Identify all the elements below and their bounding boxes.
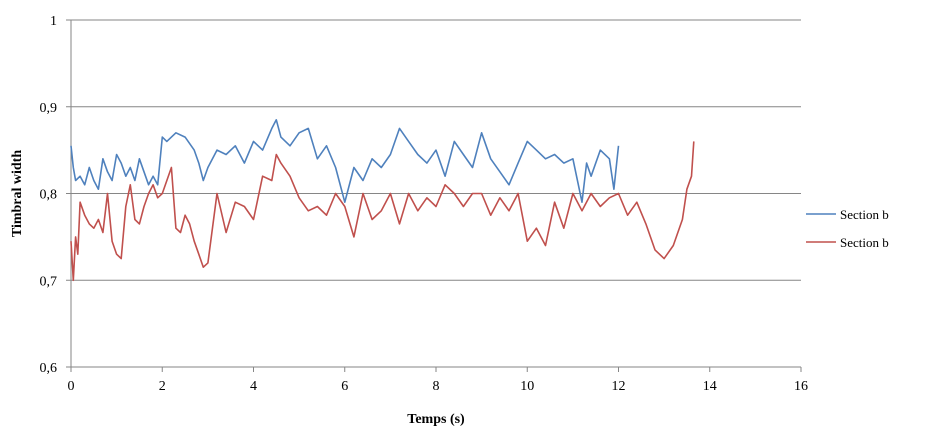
x-tick-label-0: 0 xyxy=(68,379,75,394)
legend: Section b Section b xyxy=(806,207,889,250)
x-tick-label-5: 10 xyxy=(520,379,534,394)
y-axis-title: Timbral width xyxy=(10,150,25,237)
y-tick-label-4: 1 xyxy=(50,14,57,29)
x-tick-labels: 0 2 4 6 8 10 12 14 16 xyxy=(68,367,808,394)
y-tick-labels: 0,6 0,7 0,8 0,9 1 xyxy=(40,14,71,376)
series-lines xyxy=(70,119,695,282)
x-tick-label-1: 2 xyxy=(159,379,166,394)
x-tick-label-4: 8 xyxy=(433,379,440,394)
x-tick-label-2: 4 xyxy=(250,379,257,394)
y-tick-label-1: 0,7 xyxy=(40,274,58,289)
x-tick-label-3: 6 xyxy=(341,379,348,394)
legend-label-0: Section b xyxy=(840,207,889,222)
legend-label-1: Section b xyxy=(840,235,889,250)
gridlines xyxy=(71,19,801,281)
y-tick-label-3: 0,9 xyxy=(40,101,58,116)
x-tick-label-8: 16 xyxy=(794,379,808,394)
x-tick-label-7: 14 xyxy=(703,379,717,394)
y-tick-label-2: 0,8 xyxy=(40,188,58,203)
series-line-1 xyxy=(70,141,695,282)
series-line-0 xyxy=(70,119,620,203)
x-axis-title: Temps (s) xyxy=(407,412,465,427)
y-tick-label-0: 0,6 xyxy=(40,361,58,376)
x-tick-label-6: 12 xyxy=(612,379,626,394)
